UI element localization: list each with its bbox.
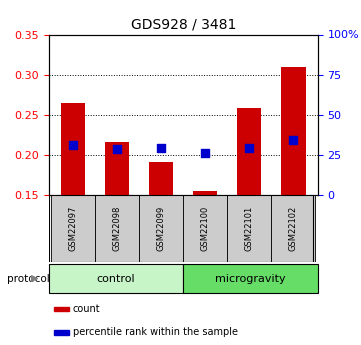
Text: microgravity: microgravity — [215, 274, 286, 284]
Point — [114, 146, 120, 152]
Bar — [237, 108, 261, 195]
Text: count: count — [73, 304, 101, 314]
Bar — [105, 142, 129, 195]
Point — [247, 145, 252, 150]
Text: GSM22101: GSM22101 — [245, 206, 254, 251]
Point — [203, 150, 208, 156]
Text: GSM22100: GSM22100 — [201, 206, 210, 251]
Bar — [281, 67, 305, 195]
Point — [291, 137, 296, 142]
FancyBboxPatch shape — [183, 264, 318, 293]
Bar — [193, 191, 217, 195]
Text: percentile rank within the sample: percentile rank within the sample — [73, 327, 238, 337]
Bar — [61, 103, 85, 195]
Text: control: control — [97, 274, 135, 284]
Bar — [54, 330, 69, 335]
Text: protocol: protocol — [7, 274, 50, 284]
Bar — [271, 195, 316, 262]
Text: GSM22102: GSM22102 — [289, 206, 298, 251]
Bar — [227, 195, 271, 262]
Bar — [139, 195, 183, 262]
Bar — [54, 307, 69, 311]
FancyBboxPatch shape — [49, 264, 183, 293]
Title: GDS928 / 3481: GDS928 / 3481 — [131, 18, 236, 32]
Bar — [183, 195, 227, 262]
Bar — [149, 162, 173, 195]
Text: GSM22098: GSM22098 — [113, 206, 122, 251]
Point — [70, 142, 76, 148]
Bar — [51, 195, 95, 262]
Text: GSM22097: GSM22097 — [69, 206, 78, 251]
Text: GSM22099: GSM22099 — [157, 206, 166, 251]
Bar — [95, 195, 139, 262]
Point — [158, 145, 164, 150]
